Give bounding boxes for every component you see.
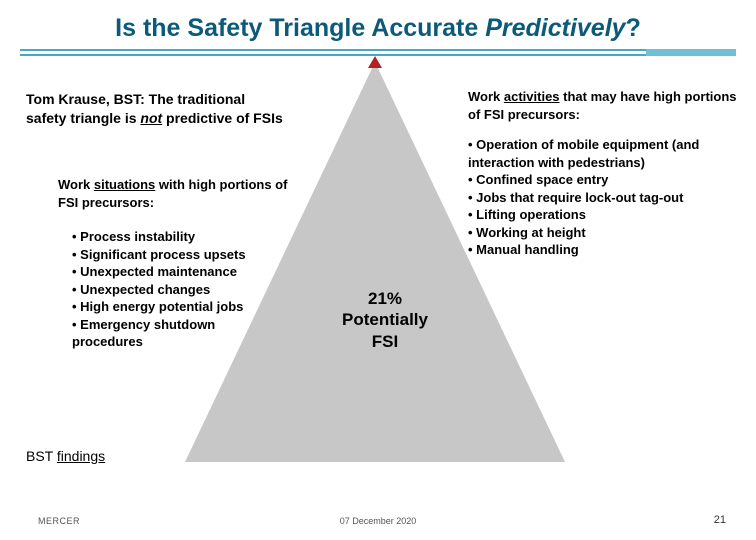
left-intro-not: not (140, 110, 162, 126)
left-sub-pre: Work (58, 177, 94, 192)
right-intro-emph: activities (504, 89, 560, 104)
title-rule-line-bottom (20, 54, 736, 56)
footer-date: 07 December 2020 (0, 516, 756, 526)
list-item: • Unexpected maintenance (72, 263, 282, 281)
bst-emph: findings (57, 448, 105, 464)
list-item: • Process instability (72, 228, 282, 246)
left-subheading: Work situations with high portions of FS… (58, 176, 288, 211)
triangle-peak (368, 56, 382, 68)
list-item: • Confined space entry (468, 171, 748, 189)
center-line2: Potentially (330, 309, 440, 330)
title-rule-accent (646, 49, 736, 56)
list-item: • Lifting operations (468, 206, 748, 224)
list-item: • Operation of mobile equipment (and int… (468, 136, 748, 171)
center-line3: FSI (330, 331, 440, 352)
left-intro-text: Tom Krause, BST: The traditional safety … (26, 90, 286, 128)
triangle-center-label: 21% Potentially FSI (330, 288, 440, 352)
right-intro-text: Work activities that may have high porti… (468, 88, 738, 123)
title-rule-line-top (20, 49, 736, 51)
title-prefix: Is the Safety Triangle Accurate (115, 14, 485, 42)
right-intro-pre: Work (468, 89, 504, 104)
title-emphasis: Predictively (485, 14, 625, 42)
list-item: • Emergency shutdown procedures (72, 316, 282, 351)
bst-pre: BST (26, 448, 57, 464)
title-suffix: ? (626, 14, 641, 42)
left-bullet-list: • Process instability• Significant proce… (72, 228, 282, 351)
list-item: • Working at height (468, 224, 748, 242)
left-intro-post: predictive of FSIs (162, 110, 283, 126)
list-item: • Jobs that require lock-out tag-out (468, 189, 748, 207)
left-sub-emph: situations (94, 177, 155, 192)
list-item: • Significant process upsets (72, 246, 282, 264)
center-percent: 21% (330, 288, 440, 309)
title-rule (20, 49, 736, 57)
list-item: • High energy potential jobs (72, 298, 282, 316)
list-item: • Manual handling (468, 241, 748, 259)
right-bullet-list: • Operation of mobile equipment (and int… (468, 136, 748, 259)
slide-title: Is the Safety Triangle Accurate Predicti… (0, 0, 756, 49)
bst-findings-label: BST findings (26, 448, 105, 464)
footer-page-number: 21 (714, 514, 726, 526)
list-item: • Unexpected changes (72, 281, 282, 299)
